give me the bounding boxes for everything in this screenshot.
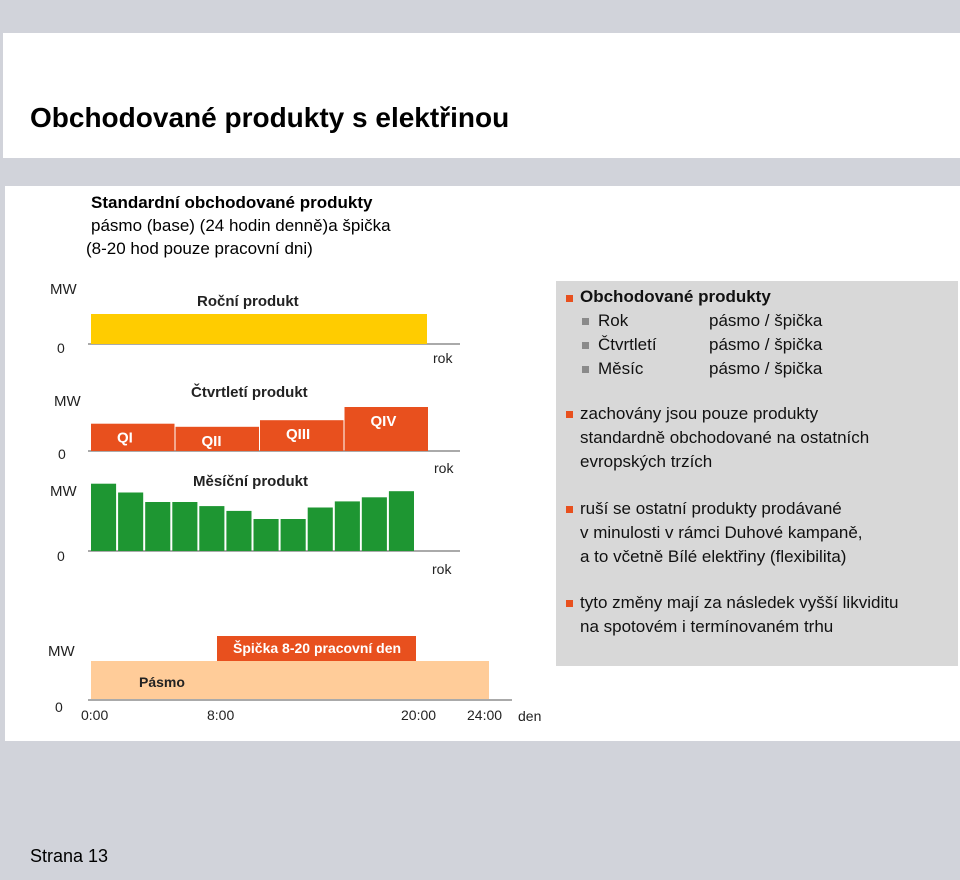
quarter-bar: [175, 426, 259, 451]
bullet-point3-icon: [566, 600, 573, 607]
annual-zero-label: 0: [57, 340, 65, 356]
month-bar: [91, 483, 117, 551]
point1-line2: standardně obchodované na ostatních: [580, 428, 870, 447]
point2-line3: a to včetně Bílé elektřiny (flexibilita): [580, 547, 847, 566]
base-label: Pásmo: [139, 674, 185, 690]
monthly-label: Měsíční produkt: [193, 473, 308, 490]
page-number: Strana 13: [30, 846, 109, 866]
quarter-label: QIV: [371, 413, 397, 430]
annual-period-label: rok: [433, 350, 453, 366]
month-bar: [388, 491, 414, 551]
bullet-heading-icon: [566, 295, 573, 302]
quarter-bar: [260, 420, 344, 451]
bullet-rok-icon: [582, 318, 589, 325]
month-bars: [91, 483, 414, 551]
quarter-bars: QI QII QIII QIV: [91, 407, 428, 451]
daily-mw-label: MW: [48, 643, 75, 660]
panel-heading: Obchodované produkty: [580, 287, 771, 306]
monthly-mw-label: MW: [50, 483, 77, 500]
point2-line2: v minulosti v rámci Duhové kampaně,: [580, 523, 863, 542]
slide-title: Obchodované produkty s elektřinou: [30, 102, 510, 133]
quarter-label: QII: [202, 433, 222, 450]
info-panel: [556, 281, 958, 666]
month-bar: [199, 506, 225, 551]
diagram-heading: Standardní obchodované produkty: [91, 193, 373, 212]
annual-bar: [91, 314, 427, 344]
diagram-subheading-2: (8-20 hod pouze pracovní dni): [86, 239, 313, 258]
month-bar: [280, 519, 306, 551]
quarterly-mw-label: MW: [54, 393, 81, 410]
quarter-bar: [91, 423, 175, 451]
tick-0800: 8:00: [207, 707, 234, 723]
title-band: [3, 33, 960, 158]
month-bar: [334, 501, 360, 551]
item-mesic-value: pásmo / špička: [709, 359, 823, 378]
point1-line3: evropských trzích: [580, 452, 713, 471]
month-bar: [361, 497, 387, 551]
bullet-point1-icon: [566, 411, 573, 418]
point3-line2: na spotovém i termínovaném trhu: [580, 617, 834, 636]
bullet-mesic-icon: [582, 366, 589, 373]
quarter-bar: [344, 407, 428, 451]
item-rok-name: Rok: [598, 311, 629, 330]
month-bar: [172, 502, 198, 551]
annual-mw-label: MW: [50, 281, 77, 298]
month-bar: [226, 510, 252, 551]
annual-label: Roční produkt: [197, 293, 299, 310]
point3-line1: tyto změny mají za následek vyšší likvid…: [580, 593, 899, 612]
peak-label: Špička 8-20 pracovní den: [233, 639, 401, 656]
item-ctvrtleti-name: Čtvrtletí: [598, 335, 657, 354]
tick-2400: 24:00: [467, 707, 502, 723]
diagram-subheading-1: pásmo (base) (24 hodin denně)a špička: [91, 216, 391, 235]
point1-line1: zachovány jsou pouze produkty: [580, 404, 819, 423]
item-mesic-name: Měsíc: [598, 359, 644, 378]
peak-band: [217, 636, 416, 661]
base-band: [91, 661, 489, 699]
monthly-zero-label: 0: [57, 548, 65, 564]
quarter-label: QI: [117, 430, 133, 447]
daily-axis-end-label: den: [518, 708, 541, 724]
tick-0000: 0:00: [81, 707, 108, 723]
bullet-point2-icon: [566, 506, 573, 513]
month-bar: [118, 492, 144, 551]
quarter-label: QIII: [286, 426, 310, 443]
quarterly-period-label: rok: [434, 460, 454, 476]
item-rok-value: pásmo / špička: [709, 311, 823, 330]
quarterly-label: Čtvrtletí produkt: [191, 383, 308, 401]
tick-2000: 20:00: [401, 707, 436, 723]
point2-line1: ruší se ostatní produkty prodávané: [580, 499, 842, 518]
month-bar: [253, 519, 279, 551]
month-bar: [307, 507, 333, 551]
quarterly-zero-label: 0: [58, 446, 66, 462]
monthly-period-label: rok: [432, 561, 452, 577]
bullet-ctvrtleti-icon: [582, 342, 589, 349]
item-ctvrtleti-value: pásmo / špička: [709, 335, 823, 354]
daily-zero-label: 0: [55, 699, 63, 715]
month-bar: [145, 502, 171, 551]
